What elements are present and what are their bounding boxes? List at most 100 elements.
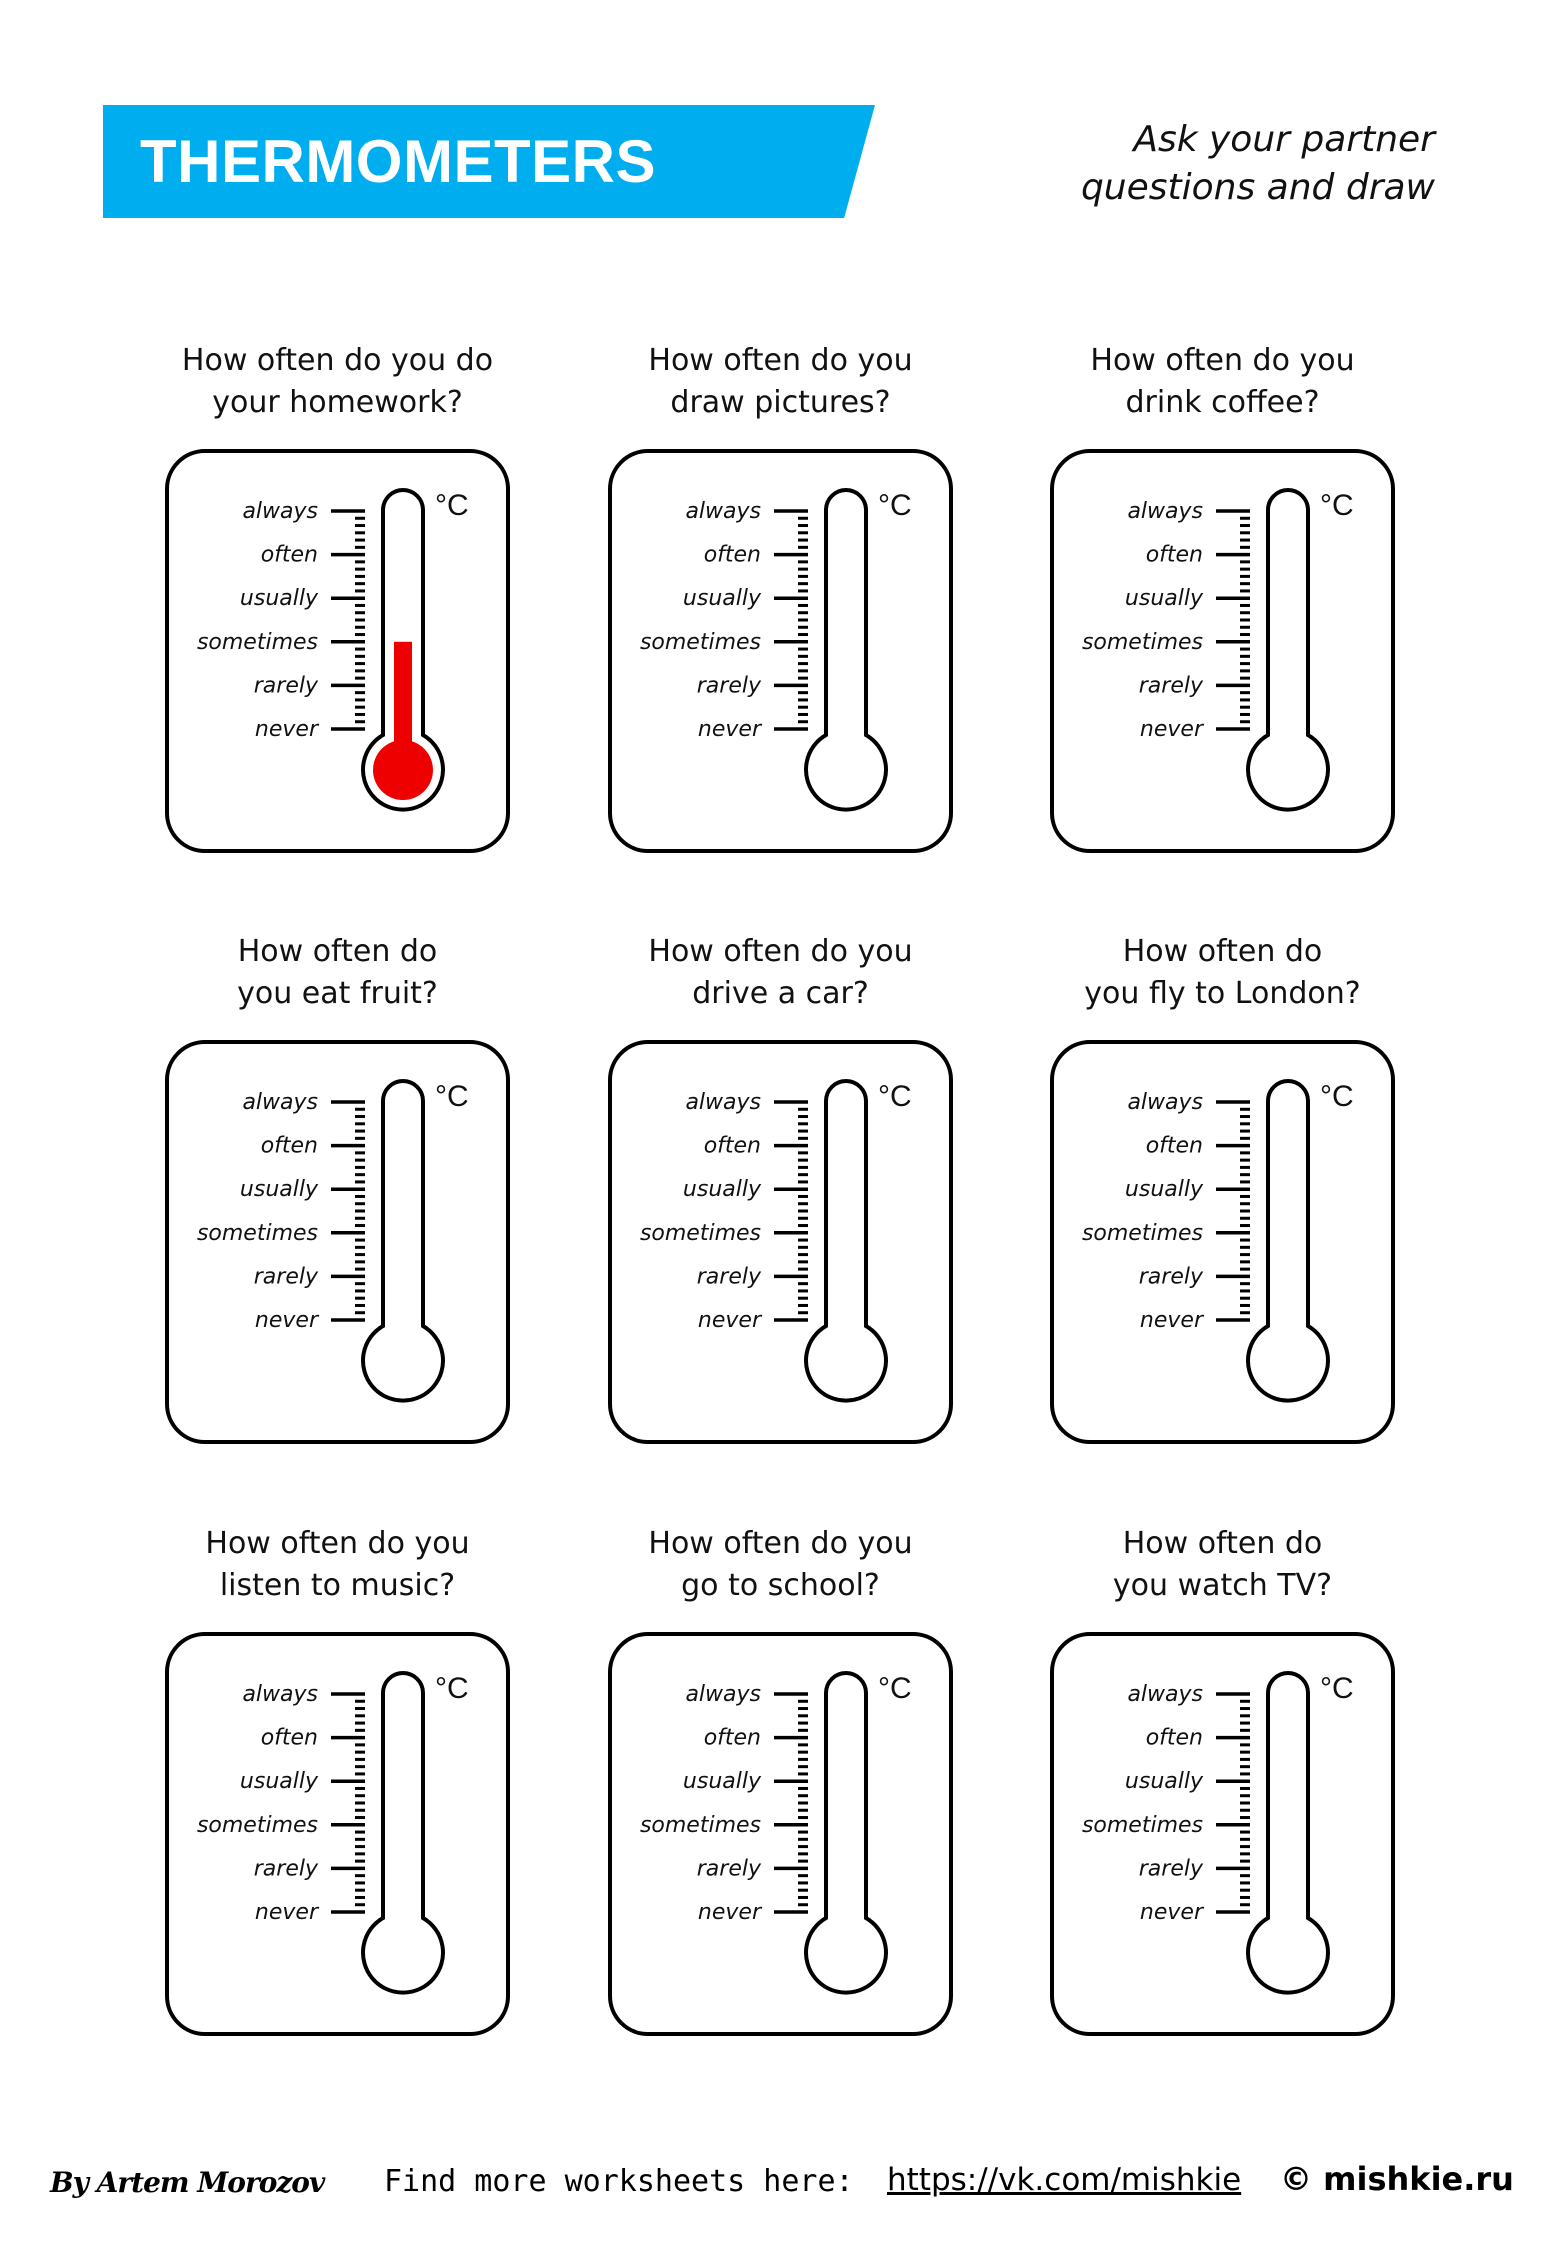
thermometer-tube	[1246, 1671, 1330, 1995]
level-label: often	[261, 1726, 318, 1751]
level-label: rarely	[254, 1264, 319, 1289]
find-more-text: Find more worksheets here:	[384, 2164, 854, 2199]
question-line-1: How often do you do	[181, 343, 494, 378]
level-label: sometimes	[1082, 1813, 1203, 1838]
level-label: never	[698, 717, 763, 742]
question-line-2: you watch TV?	[1112, 1568, 1333, 1603]
unit-label: °C	[435, 1672, 469, 1705]
level-label: always	[1127, 1090, 1203, 1115]
question: How often do you watch TV?	[1010, 1523, 1435, 1607]
worksheets-link[interactable]: https://vk.com/mishkie	[887, 2162, 1242, 2198]
question: How often do you drink coffee?	[1010, 340, 1435, 424]
level-label: sometimes	[640, 1221, 761, 1246]
question-line-2: go to school?	[681, 1568, 880, 1603]
unit-label: °C	[878, 1672, 912, 1705]
question-line-1: How often do you	[648, 343, 913, 378]
level-label: always	[1127, 1682, 1203, 1707]
page-title: THERMOMETERS	[140, 128, 656, 195]
unit-label: °C	[435, 489, 469, 522]
level-label: always	[242, 499, 318, 524]
level-label: sometimes	[640, 630, 761, 655]
level-label: sometimes	[197, 1813, 318, 1838]
author-credit: By Artem Morozov	[50, 2166, 325, 2199]
unit-label: °C	[878, 1080, 912, 1113]
question: How often do you draw pictures?	[568, 340, 993, 424]
question-line-1: How often do you	[205, 1526, 470, 1561]
level-label: often	[704, 1134, 761, 1159]
level-label: never	[1140, 717, 1205, 742]
thermometer-drawing[interactable]: always often usually sometimes rarely never °C	[1050, 1632, 1395, 2036]
level-label: usually	[240, 1177, 319, 1202]
question: How often do you do your homework?	[125, 340, 550, 424]
title-banner: THERMOMETERS	[103, 105, 875, 218]
question: How often do you fly to London?	[1010, 931, 1435, 1015]
level-label: usually	[1125, 1177, 1204, 1202]
thermometer-tube	[804, 1079, 888, 1403]
level-label: rarely	[697, 673, 762, 698]
level-label: rarely	[697, 1264, 762, 1289]
level-label: never	[1140, 1900, 1205, 1925]
level-label: usually	[1125, 586, 1204, 611]
thermometer-drawing[interactable]: always often usually sometimes rarely never °C	[608, 1632, 953, 2036]
level-label: usually	[683, 1177, 762, 1202]
thermometer-drawing[interactable]: always often usually sometimes rarely never °C	[1050, 1040, 1395, 1444]
thermometer-tube	[804, 488, 888, 812]
thermometer-tube	[1246, 488, 1330, 812]
level-label: never	[255, 1308, 320, 1333]
unit-label: °C	[1320, 1080, 1354, 1113]
thermometer-tube	[1246, 1079, 1330, 1403]
level-label: never	[255, 717, 320, 742]
copyright: © mishkie.ru	[1280, 2160, 1514, 2198]
question-line-2: drink coffee?	[1125, 385, 1320, 420]
instruction-line-2: questions and draw	[1080, 167, 1435, 208]
question: How often do you eat fruit?	[125, 931, 550, 1015]
thermometer-tube	[804, 1671, 888, 1995]
question: How often do you drive a car?	[568, 931, 993, 1015]
instruction-line-1: Ask your partner	[1133, 119, 1435, 160]
level-label: often	[704, 543, 761, 568]
question-line-2: your homework?	[212, 385, 463, 420]
thermometer-drawing[interactable]: always often usually sometimes rarely never °C	[608, 449, 953, 853]
question-line-2: you eat fruit?	[237, 976, 438, 1011]
thermometer-drawing[interactable]: always often usually sometimes rarely never °C	[1050, 449, 1395, 853]
question-line-2: listen to music?	[219, 1568, 456, 1603]
level-label: often	[704, 1726, 761, 1751]
question-line-1: How often do	[1122, 1526, 1323, 1561]
level-label: rarely	[254, 1856, 319, 1881]
question-line-2: drive a car?	[692, 976, 869, 1011]
thermometer-drawing[interactable]: always often usually sometimes rarely never °C	[165, 1040, 510, 1444]
level-label: often	[1146, 1134, 1203, 1159]
thermometer-drawing[interactable]: always often usually sometimes rarely never °C	[608, 1040, 953, 1444]
level-label: usually	[683, 1769, 762, 1794]
question: How often do you go to school?	[568, 1523, 993, 1607]
level-label: always	[242, 1682, 318, 1707]
question-line-1: How often do	[237, 934, 438, 969]
level-label: always	[242, 1090, 318, 1115]
thermometer-tube	[361, 1079, 445, 1403]
level-label: sometimes	[1082, 1221, 1203, 1246]
thermometer-tube	[361, 1671, 445, 1995]
thermometer-drawing[interactable]: always often usually sometimes rarely never °C	[165, 1632, 510, 2036]
level-label: always	[685, 1090, 761, 1115]
question: How often do you listen to music?	[125, 1523, 550, 1607]
question-line-1: How often do	[1122, 934, 1323, 969]
unit-label: °C	[435, 1080, 469, 1113]
unit-label: °C	[1320, 489, 1354, 522]
unit-label: °C	[878, 489, 912, 522]
level-label: rarely	[254, 673, 319, 698]
level-label: often	[261, 543, 318, 568]
question-line-1: How often do you	[648, 1526, 913, 1561]
level-label: sometimes	[640, 1813, 761, 1838]
question-line-1: How often do you	[648, 934, 913, 969]
level-label: sometimes	[197, 630, 318, 655]
level-label: rarely	[1139, 1856, 1204, 1881]
level-label: never	[698, 1308, 763, 1333]
thermometer-drawing[interactable]: always often usually sometimes rarely never °C	[165, 449, 510, 853]
level-label: usually	[240, 586, 319, 611]
instructions: Ask your partner questions and draw	[1081, 116, 1435, 212]
level-label: never	[1140, 1308, 1205, 1333]
level-label: always	[685, 499, 761, 524]
level-label: often	[1146, 1726, 1203, 1751]
level-label: sometimes	[197, 1221, 318, 1246]
level-label: sometimes	[1082, 630, 1203, 655]
